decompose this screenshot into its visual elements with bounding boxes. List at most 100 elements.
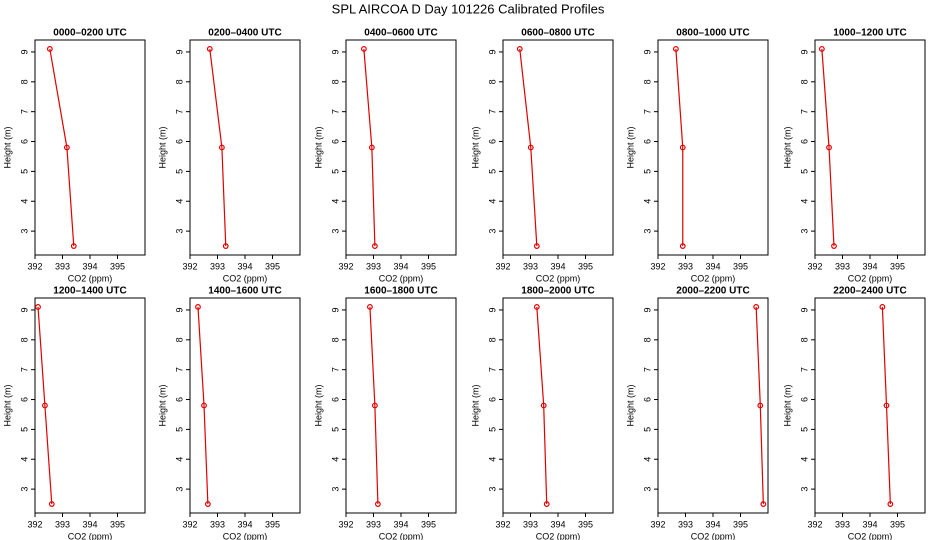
x-tick-label: 394 [393,261,408,271]
y-axis-label: Height (m) [470,384,480,426]
y-tick-label: 5 [799,169,809,174]
figure-title: SPL AIRCOA D Day 101226 Calibrated Profi… [332,1,605,16]
y-tick-label: 8 [642,79,652,84]
x-axis-label: CO2 (ppm) [379,531,424,540]
x-tick-label: 393 [55,261,70,271]
y-axis-label: Height (m) [157,126,167,168]
profile-line [536,306,548,505]
y-tick-label: 5 [19,427,29,432]
profile-point [360,46,367,52]
plot-frame [502,39,614,256]
panel-title: 1000–1200 UTC [833,28,906,39]
y-axis-label: Height (m) [625,384,635,426]
x-tick-label: 395 [421,261,436,271]
y-tick-label: 4 [19,199,29,204]
x-tick-label: 395 [265,519,280,529]
y-tick-label: 8 [487,79,497,84]
y-tick-label: 6 [642,139,652,144]
y-tick-label: 7 [174,109,184,114]
x-tick-label: 393 [523,519,538,529]
y-tick-label: 4 [799,457,809,462]
x-tick-label: 395 [733,519,748,529]
y-tick-label: 6 [330,397,340,402]
x-axis-label: CO2 (ppm) [379,273,424,283]
y-tick-label: 8 [174,79,184,84]
profile-point [70,243,77,249]
x-tick-label: 393 [678,261,693,271]
x-tick-label: 394 [237,519,252,529]
panel-title: 0200–0400 UTC [208,28,281,39]
profile-point [195,304,201,310]
profile-line [755,306,764,505]
panel-title: 2200–2400 UTC [833,286,906,297]
y-tick-label: 9 [487,307,497,312]
y-tick-label: 4 [330,457,340,462]
profile-point [757,402,764,409]
x-tick-label: 394 [862,261,877,271]
panel-title: 0000–0200 UTC [53,28,126,39]
x-tick-label: 393 [210,519,225,529]
x-tick-label: 393 [678,519,693,529]
y-tick-label: 9 [642,49,652,54]
y-axis-label: Height (m) [2,126,12,168]
x-tick-label: 395 [733,261,748,271]
y-tick-label: 4 [642,199,652,204]
y-tick-label: 5 [174,169,184,174]
x-axis-label: CO2 (ppm) [691,531,736,540]
plot-frame [814,297,926,514]
x-tick-label: 394 [393,519,408,529]
y-tick-label: 5 [487,427,497,432]
profile-point [204,501,211,507]
y-tick-label: 5 [799,427,809,432]
y-tick-label: 3 [330,487,340,492]
y-tick-label: 6 [19,139,29,144]
y-tick-label: 9 [487,49,497,54]
profile-point [218,144,225,151]
x-tick-label: 392 [27,261,42,271]
profile-point [760,501,767,507]
y-axis-label: Height (m) [313,384,323,426]
x-tick-label: 392 [807,261,822,271]
y-tick-label: 5 [642,427,652,432]
x-tick-label: 392 [650,519,665,529]
profile-point [367,304,373,310]
panel-title: 2000–2200 UTC [676,286,749,297]
y-tick-label: 7 [487,367,497,372]
y-tick-label: 7 [174,367,184,372]
y-tick-label: 7 [642,367,652,372]
y-tick-label: 7 [330,367,340,372]
y-tick-label: 3 [799,487,809,492]
profile-point [533,304,540,310]
y-tick-label: 9 [642,307,652,312]
profile-point [375,501,381,507]
x-axis-label: CO2 (ppm) [536,273,581,283]
y-tick-label: 3 [330,229,340,234]
y-axis-label: Height (m) [470,126,480,168]
profile-point [672,46,679,52]
x-tick-label: 394 [82,519,97,529]
x-tick-label: 394 [237,261,252,271]
y-tick-label: 7 [799,367,809,372]
profile-line [37,306,53,505]
x-tick-label: 392 [27,519,42,529]
profile-point [48,501,55,507]
profile-point [371,402,378,409]
y-tick-label: 8 [799,337,809,342]
profile-point [753,304,760,310]
y-tick-label: 3 [487,229,497,234]
x-axis-label: CO2 (ppm) [223,531,268,540]
y-tick-label: 9 [174,49,184,54]
panel-title: 0800–1000 UTC [676,28,749,39]
profile-point [516,46,523,52]
y-tick-label: 6 [487,397,497,402]
profile-point [222,243,229,249]
panel-title: 0600–0800 UTC [521,28,594,39]
profile-point [35,304,41,310]
y-tick-label: 4 [487,457,497,462]
y-tick-label: 3 [19,229,29,234]
profile-point [540,402,547,409]
